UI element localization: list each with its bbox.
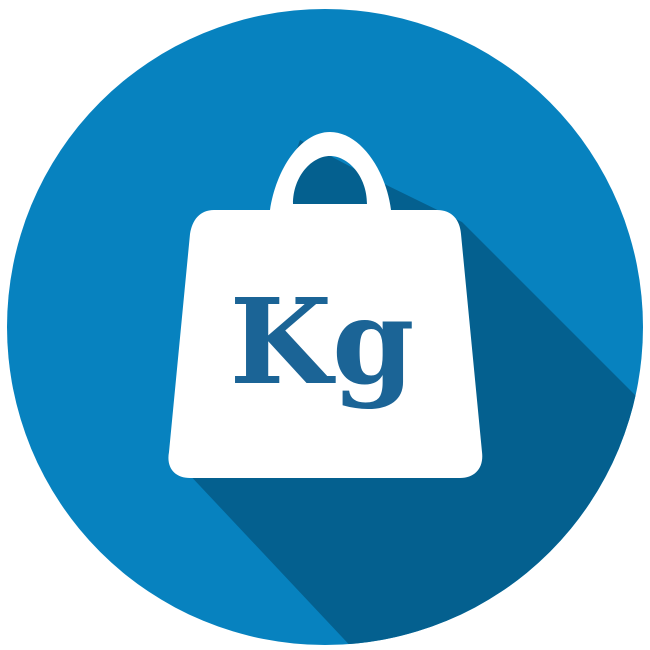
kg-label: Kg — [229, 272, 414, 411]
weight-body — [168, 132, 483, 478]
